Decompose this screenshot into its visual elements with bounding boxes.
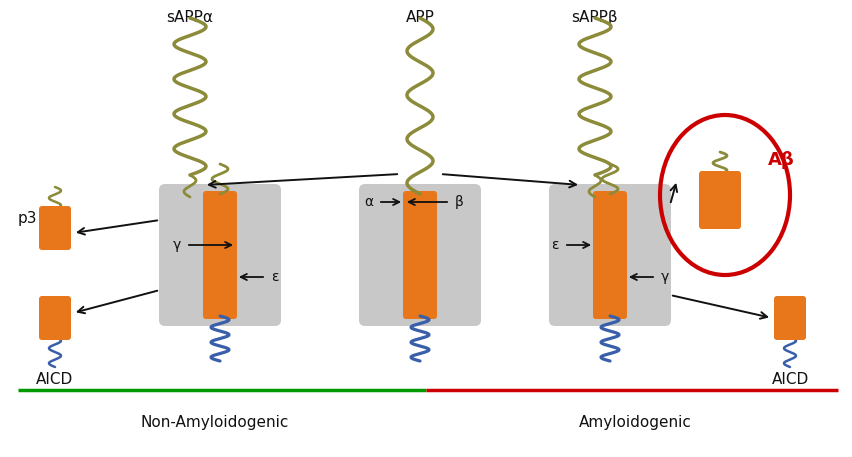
FancyBboxPatch shape	[699, 171, 741, 229]
Text: α: α	[364, 195, 373, 209]
Text: ε: ε	[551, 238, 559, 252]
FancyBboxPatch shape	[39, 296, 71, 340]
FancyBboxPatch shape	[159, 184, 281, 326]
Text: AICD: AICD	[37, 372, 73, 387]
Text: Amyloidogenic: Amyloidogenic	[579, 415, 692, 430]
Text: sAPPα: sAPPα	[166, 10, 214, 25]
FancyBboxPatch shape	[774, 296, 806, 340]
Text: β: β	[455, 195, 463, 209]
Text: AICD: AICD	[771, 372, 809, 387]
FancyBboxPatch shape	[359, 184, 481, 326]
Text: γ: γ	[173, 238, 181, 252]
FancyBboxPatch shape	[593, 191, 627, 319]
Text: p3: p3	[18, 211, 37, 225]
FancyBboxPatch shape	[203, 191, 237, 319]
Text: γ: γ	[661, 270, 670, 284]
Text: Non-Amyloidogenic: Non-Amyloidogenic	[141, 415, 289, 430]
FancyBboxPatch shape	[549, 184, 671, 326]
Text: APP: APP	[406, 10, 435, 25]
Text: Aβ: Aβ	[768, 151, 795, 169]
Text: ε: ε	[271, 270, 279, 284]
FancyBboxPatch shape	[403, 191, 437, 319]
FancyBboxPatch shape	[39, 206, 71, 250]
Text: sAPPβ: sAPPβ	[572, 10, 619, 25]
